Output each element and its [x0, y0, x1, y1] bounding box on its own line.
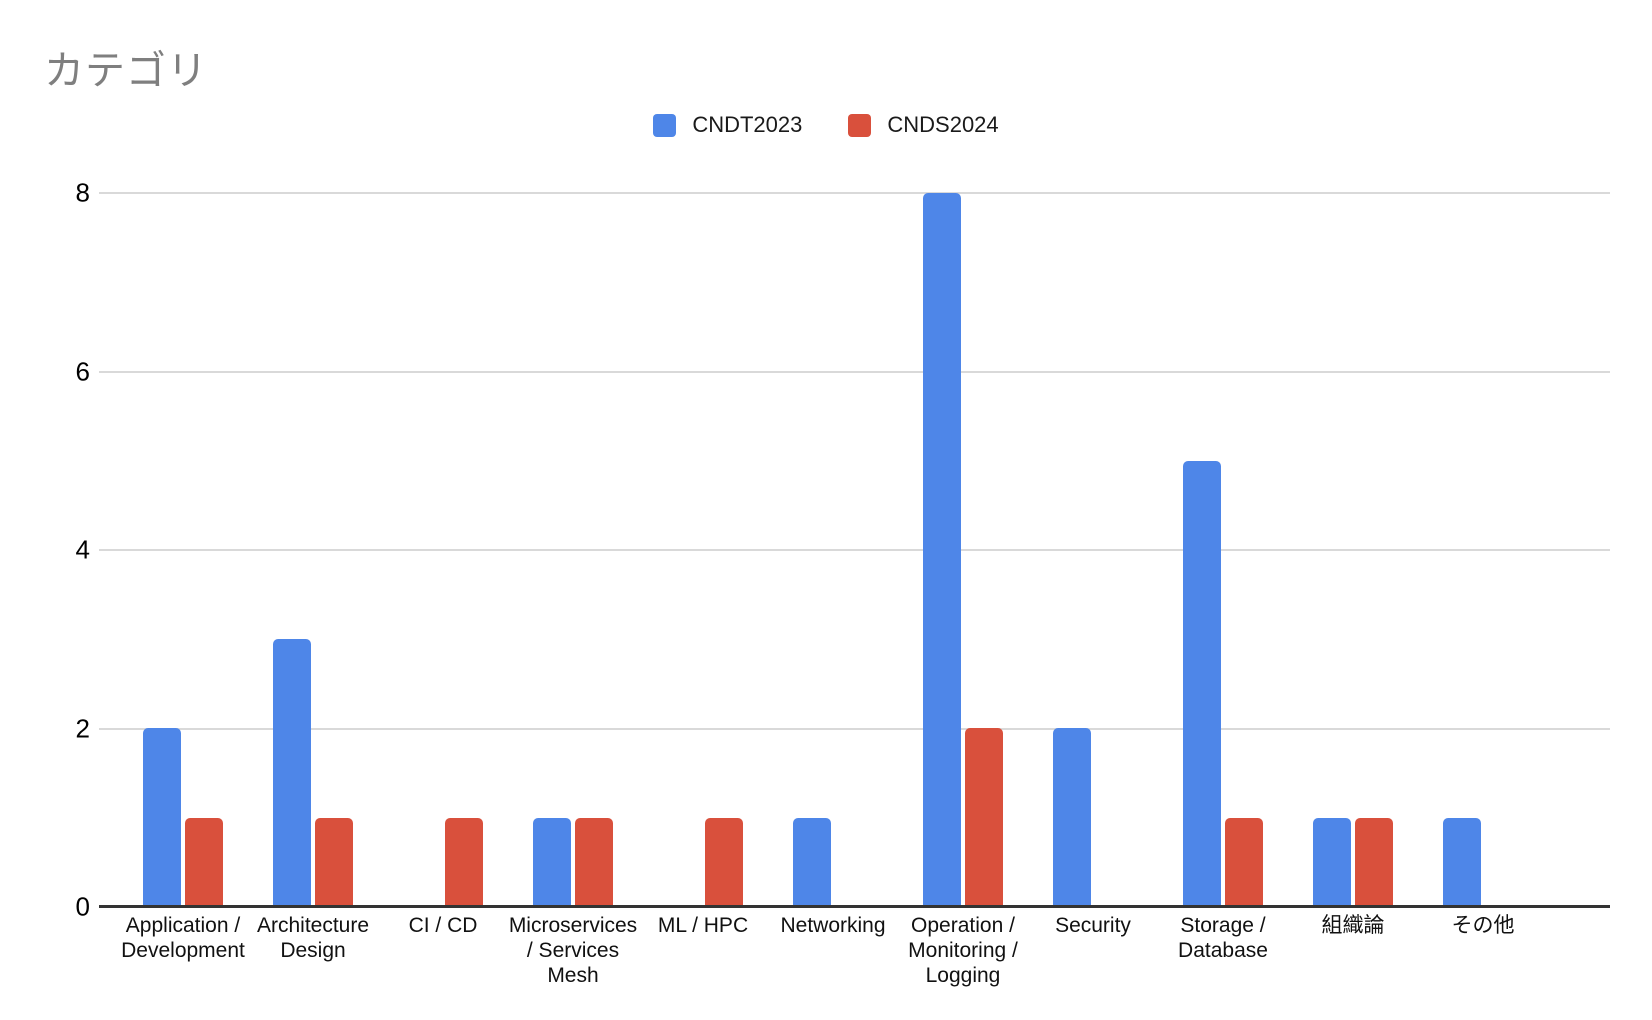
x-category-label: Application / Development	[121, 914, 245, 962]
x-category-label: Architecture Design	[256, 914, 370, 962]
y-axis-labels: 0 2 4 6 8	[0, 178, 90, 922]
bar-cndt2023-10[interactable]	[1313, 818, 1351, 907]
y-tick-label-4: 4	[75, 534, 90, 565]
x-category-label: Security	[1055, 914, 1131, 937]
bar-cnds2024-4[interactable]	[575, 818, 613, 907]
legend-swatch-icon	[848, 113, 872, 137]
gridline-4	[99, 549, 1610, 551]
bar-cndt2023-6[interactable]	[793, 818, 831, 907]
x-category-label: Storage / Database	[1178, 914, 1268, 962]
chart-title: カテゴリ	[44, 49, 208, 93]
legend: CNDT2023 CNDS2024	[0, 112, 1652, 138]
bar-cndt2023-11[interactable]	[1443, 818, 1481, 907]
bar-cndt2023-8[interactable]	[1053, 728, 1091, 907]
bar-group	[1418, 193, 1548, 907]
x-category-label: Networking	[780, 914, 886, 937]
y-tick-label-0: 0	[75, 891, 90, 922]
bar-cndt2023-4[interactable]	[533, 818, 571, 907]
bar-group	[768, 193, 898, 907]
bar-cndt2023-1[interactable]	[143, 728, 181, 907]
bar-group	[378, 193, 508, 907]
x-category-label: CI / CD	[408, 914, 478, 937]
y-tick-label-2: 2	[75, 713, 90, 743]
bar-cndt2023-9[interactable]	[1183, 461, 1221, 907]
gridline-2	[99, 727, 1610, 730]
bar-cnds2024-5[interactable]	[705, 818, 743, 907]
bar-group	[1028, 193, 1158, 907]
bar-cnds2024-1[interactable]	[185, 818, 223, 907]
bar-group	[248, 193, 378, 907]
x-category-label: その他	[1451, 914, 1515, 937]
bar-cnds2024-7[interactable]	[965, 728, 1003, 907]
x-category-label: Microservices / Services Mesh	[508, 914, 638, 987]
bar-group	[638, 193, 768, 907]
plot-area	[99, 192, 1610, 908]
x-category-label: Operation / Monitoring / Logging	[908, 914, 1018, 987]
y-tick-label-8: 8	[75, 177, 90, 208]
gridline-8	[99, 192, 1610, 194]
bar-group	[1158, 193, 1288, 907]
x-category-label: ML / HPC	[657, 914, 749, 937]
bar-group	[508, 193, 638, 907]
bar-group	[898, 193, 1028, 907]
bar-group	[118, 193, 248, 907]
gridline-6	[99, 370, 1610, 373]
bar-group	[1288, 193, 1418, 907]
bar-cndt2023-2[interactable]	[273, 639, 311, 907]
bar-cnds2024-3[interactable]	[445, 818, 483, 907]
x-category-label: 組織論	[1321, 914, 1385, 937]
bar-cnds2024-9[interactable]	[1225, 818, 1263, 907]
x-axis-line	[99, 905, 1610, 908]
legend-swatch-icon	[653, 113, 677, 137]
legend-label: CNDT2023	[692, 112, 803, 137]
legend-label: CNDS2024	[887, 112, 999, 137]
bar-cndt2023-7[interactable]	[923, 193, 961, 907]
bar-groups	[118, 193, 1548, 907]
x-axis-labels: Application / Development Architecture De…	[118, 914, 1548, 1014]
legend-item-cnds2024: CNDS2024	[848, 112, 999, 138]
bar-cnds2024-10[interactable]	[1355, 818, 1393, 907]
bar-cnds2024-2[interactable]	[315, 818, 353, 907]
legend-item-cndt2023: CNDT2023	[653, 112, 802, 138]
y-tick-label-6: 6	[75, 356, 90, 386]
